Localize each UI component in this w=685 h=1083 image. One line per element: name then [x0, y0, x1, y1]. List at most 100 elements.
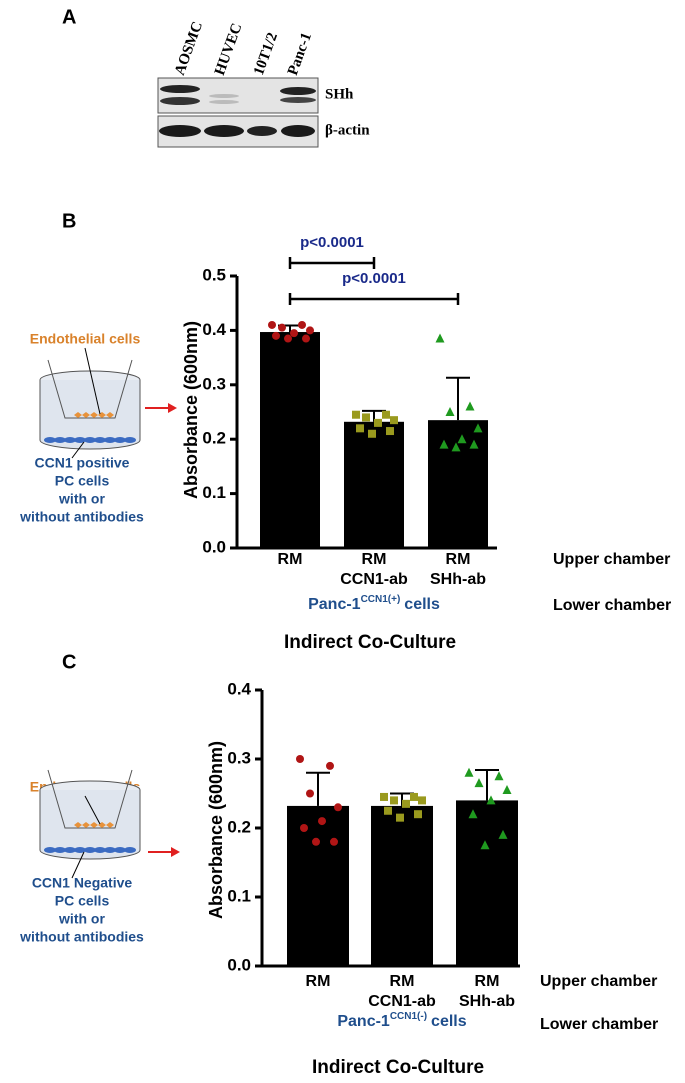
pc-cell: [74, 437, 86, 443]
endothelial-cell: [106, 412, 114, 418]
pc-cell: [44, 847, 56, 853]
lane-label: Panc-1: [285, 31, 315, 78]
insert: [47, 769, 133, 829]
group-label: Panc-1CCN1(+) cells: [308, 594, 440, 614]
diagram-label: with or: [58, 911, 105, 927]
bar: [428, 420, 488, 548]
data-point: [435, 333, 445, 343]
pc-cell: [124, 437, 136, 443]
diagram-label: Endothelial cells: [30, 331, 141, 347]
data-point: [474, 778, 484, 788]
endothelial-cell: [82, 412, 90, 418]
pc-cell: [114, 847, 126, 853]
dish-body: [39, 380, 141, 450]
data-point: [414, 810, 422, 819]
data-point: [457, 434, 467, 444]
bar: [456, 800, 518, 966]
band: [160, 85, 200, 93]
y-tick-label: 0.4: [227, 679, 251, 698]
data-point: [284, 334, 292, 343]
data-point: [390, 416, 398, 425]
data-point: [300, 824, 308, 832]
data-point: [326, 761, 334, 770]
pc-cell: [84, 847, 96, 853]
arrow-head: [171, 847, 180, 857]
lane-label: HUVEC: [212, 21, 246, 77]
data-point: [278, 323, 286, 332]
data-point: [380, 792, 388, 801]
data-point: [374, 418, 382, 427]
data-point: [439, 439, 449, 449]
data-point: [396, 813, 404, 822]
pc-cell: [54, 437, 66, 443]
group-label-main: Panc-1: [308, 596, 361, 613]
x-tick-label: RM: [362, 551, 387, 568]
arrow-head: [168, 403, 177, 413]
data-point: [465, 401, 475, 411]
data-point: [296, 755, 304, 763]
error-bar: [446, 376, 470, 421]
panel-label: A: [62, 6, 76, 28]
insert: [47, 359, 133, 419]
data-point: [306, 789, 314, 798]
band: [247, 126, 277, 136]
group-label-rest: cells: [404, 596, 440, 613]
data-point: [469, 439, 479, 449]
data-point: [410, 792, 418, 801]
data-point: [272, 331, 280, 340]
pc-cell: [44, 437, 56, 443]
pc-cell: [64, 437, 76, 443]
y-tick-label: 0.1: [202, 483, 226, 502]
pc-cell: [84, 437, 96, 443]
group-label: Panc-1CCN1(-) cells: [337, 1011, 466, 1031]
pc-cell: [104, 847, 116, 853]
significance-bracket: [288, 293, 460, 305]
data-point: [494, 771, 504, 781]
pointer: [84, 795, 101, 825]
p-value: p<0.0001: [300, 234, 364, 251]
band: [204, 125, 244, 137]
pointer: [71, 441, 85, 459]
data-point: [334, 803, 342, 812]
group-label-main: Panc-1: [337, 1013, 390, 1030]
pc-cell: [64, 847, 76, 853]
data-point: [382, 410, 390, 419]
y-axis-label: Absorbance (600nm): [206, 741, 226, 919]
diagram-label: CCN1 Negative: [32, 875, 133, 891]
y-tick-label: 0.0: [202, 537, 226, 556]
data-point: [402, 799, 410, 808]
x-tick-label: RM: [475, 973, 500, 990]
diagram-label: CCN1 positive: [35, 455, 130, 471]
data-point: [498, 829, 508, 839]
data-point: [298, 320, 306, 329]
pc-cell: [54, 847, 66, 853]
error-bar: [306, 771, 330, 806]
y-tick-label: 0.0: [227, 955, 251, 974]
y-tick-label: 0.2: [202, 429, 226, 448]
band: [160, 97, 200, 105]
endothelial-cell: [90, 822, 98, 828]
pc-cell: [104, 437, 116, 443]
data-point: [384, 806, 392, 815]
row-label: Upper chamber: [553, 551, 670, 568]
diagram-label: PC cells: [55, 473, 110, 489]
endothelial-cell: [74, 822, 82, 828]
pc-cell: [114, 437, 126, 443]
bar: [260, 332, 320, 548]
data-point: [318, 817, 326, 826]
data-point: [468, 809, 478, 819]
endothelial-cell: [106, 822, 114, 828]
endothelial-cell: [82, 822, 90, 828]
data-point: [386, 427, 394, 436]
diagram-label: with or: [58, 491, 105, 507]
data-point: [306, 326, 314, 335]
pointer: [84, 347, 101, 415]
group-label-sup: CCN1(+): [361, 594, 401, 605]
panel-label: C: [62, 651, 76, 673]
data-point: [302, 334, 310, 343]
data-point: [330, 837, 338, 846]
y-tick-label: 0.3: [227, 748, 251, 767]
band: [209, 100, 239, 104]
bar: [287, 805, 349, 966]
lane-label: AOSMC: [172, 20, 206, 78]
